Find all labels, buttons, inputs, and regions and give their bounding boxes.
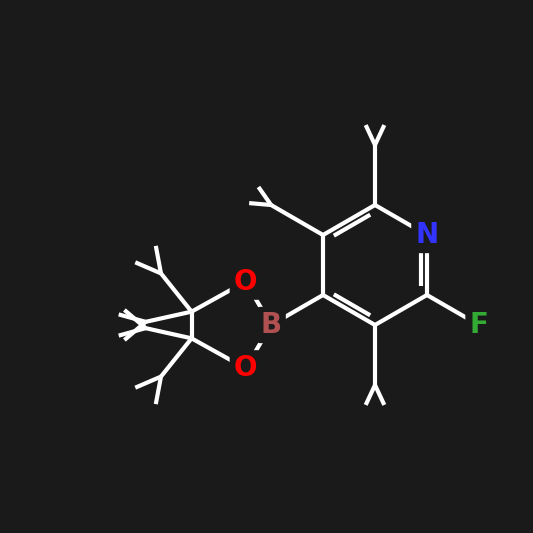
Text: B: B bbox=[261, 311, 281, 339]
Text: F: F bbox=[470, 311, 488, 339]
Text: O: O bbox=[234, 354, 257, 382]
Text: O: O bbox=[234, 268, 257, 296]
Text: N: N bbox=[415, 221, 439, 249]
